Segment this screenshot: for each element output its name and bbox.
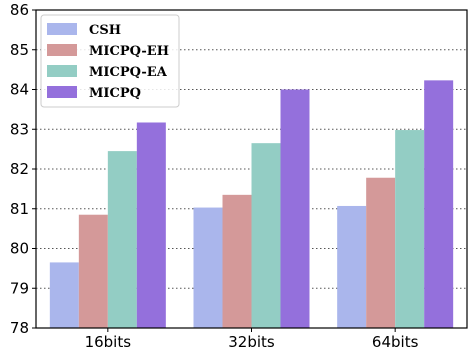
y-tick-label: 78 xyxy=(10,319,29,337)
bar-csh-64bits xyxy=(337,205,367,328)
y-tick-label: 84 xyxy=(10,81,29,99)
bar-micpq-eh-32bits xyxy=(222,194,252,328)
bar-micpq-eh-16bits xyxy=(78,214,108,328)
y-tick-label: 86 xyxy=(10,1,29,19)
legend-label: CSH xyxy=(89,23,121,38)
legend-swatch-micpq-eh xyxy=(47,44,77,56)
x-tick-label: 16bits xyxy=(85,333,132,351)
bar-micpq-ea-16bits xyxy=(107,151,137,328)
bar-micpq-ea-32bits xyxy=(251,143,281,328)
x-tick-label: 64bits xyxy=(372,333,419,351)
bar-csh-32bits xyxy=(193,207,223,328)
y-tick-label: 81 xyxy=(10,200,29,218)
legend-swatch-csh xyxy=(47,23,77,35)
legend-box xyxy=(40,14,180,108)
y-tick-label: 85 xyxy=(10,41,29,59)
bar-micpq-64bits xyxy=(424,80,454,328)
bar-micpq-16bits xyxy=(136,122,166,329)
legend-label: MICPQ-EA xyxy=(89,65,168,80)
y-tick-label: 83 xyxy=(10,120,29,138)
y-axis: 78 79 80 81 82 83 84 85 86 xyxy=(10,1,36,337)
y-tick-label: 79 xyxy=(10,279,29,297)
bars xyxy=(49,80,454,329)
legend-swatch-micpq-ea xyxy=(47,65,77,77)
bar-micpq-eh-64bits xyxy=(366,177,396,328)
legend-label: MICPQ-EH xyxy=(89,44,169,59)
x-tick-label: 32bits xyxy=(228,333,275,351)
legend: CSH MICPQ-EH MICPQ-EA MICPQ xyxy=(40,14,180,108)
y-tick-label: 82 xyxy=(10,160,29,178)
bar-micpq-ea-64bits xyxy=(395,130,425,328)
legend-label: MICPQ xyxy=(89,86,141,101)
bar-micpq-32bits xyxy=(280,89,310,328)
y-tick-label: 80 xyxy=(10,240,29,258)
bar-csh-16bits xyxy=(49,262,79,328)
x-axis: 16bits 32bits 64bits xyxy=(85,328,419,351)
legend-swatch-micpq xyxy=(47,86,77,98)
